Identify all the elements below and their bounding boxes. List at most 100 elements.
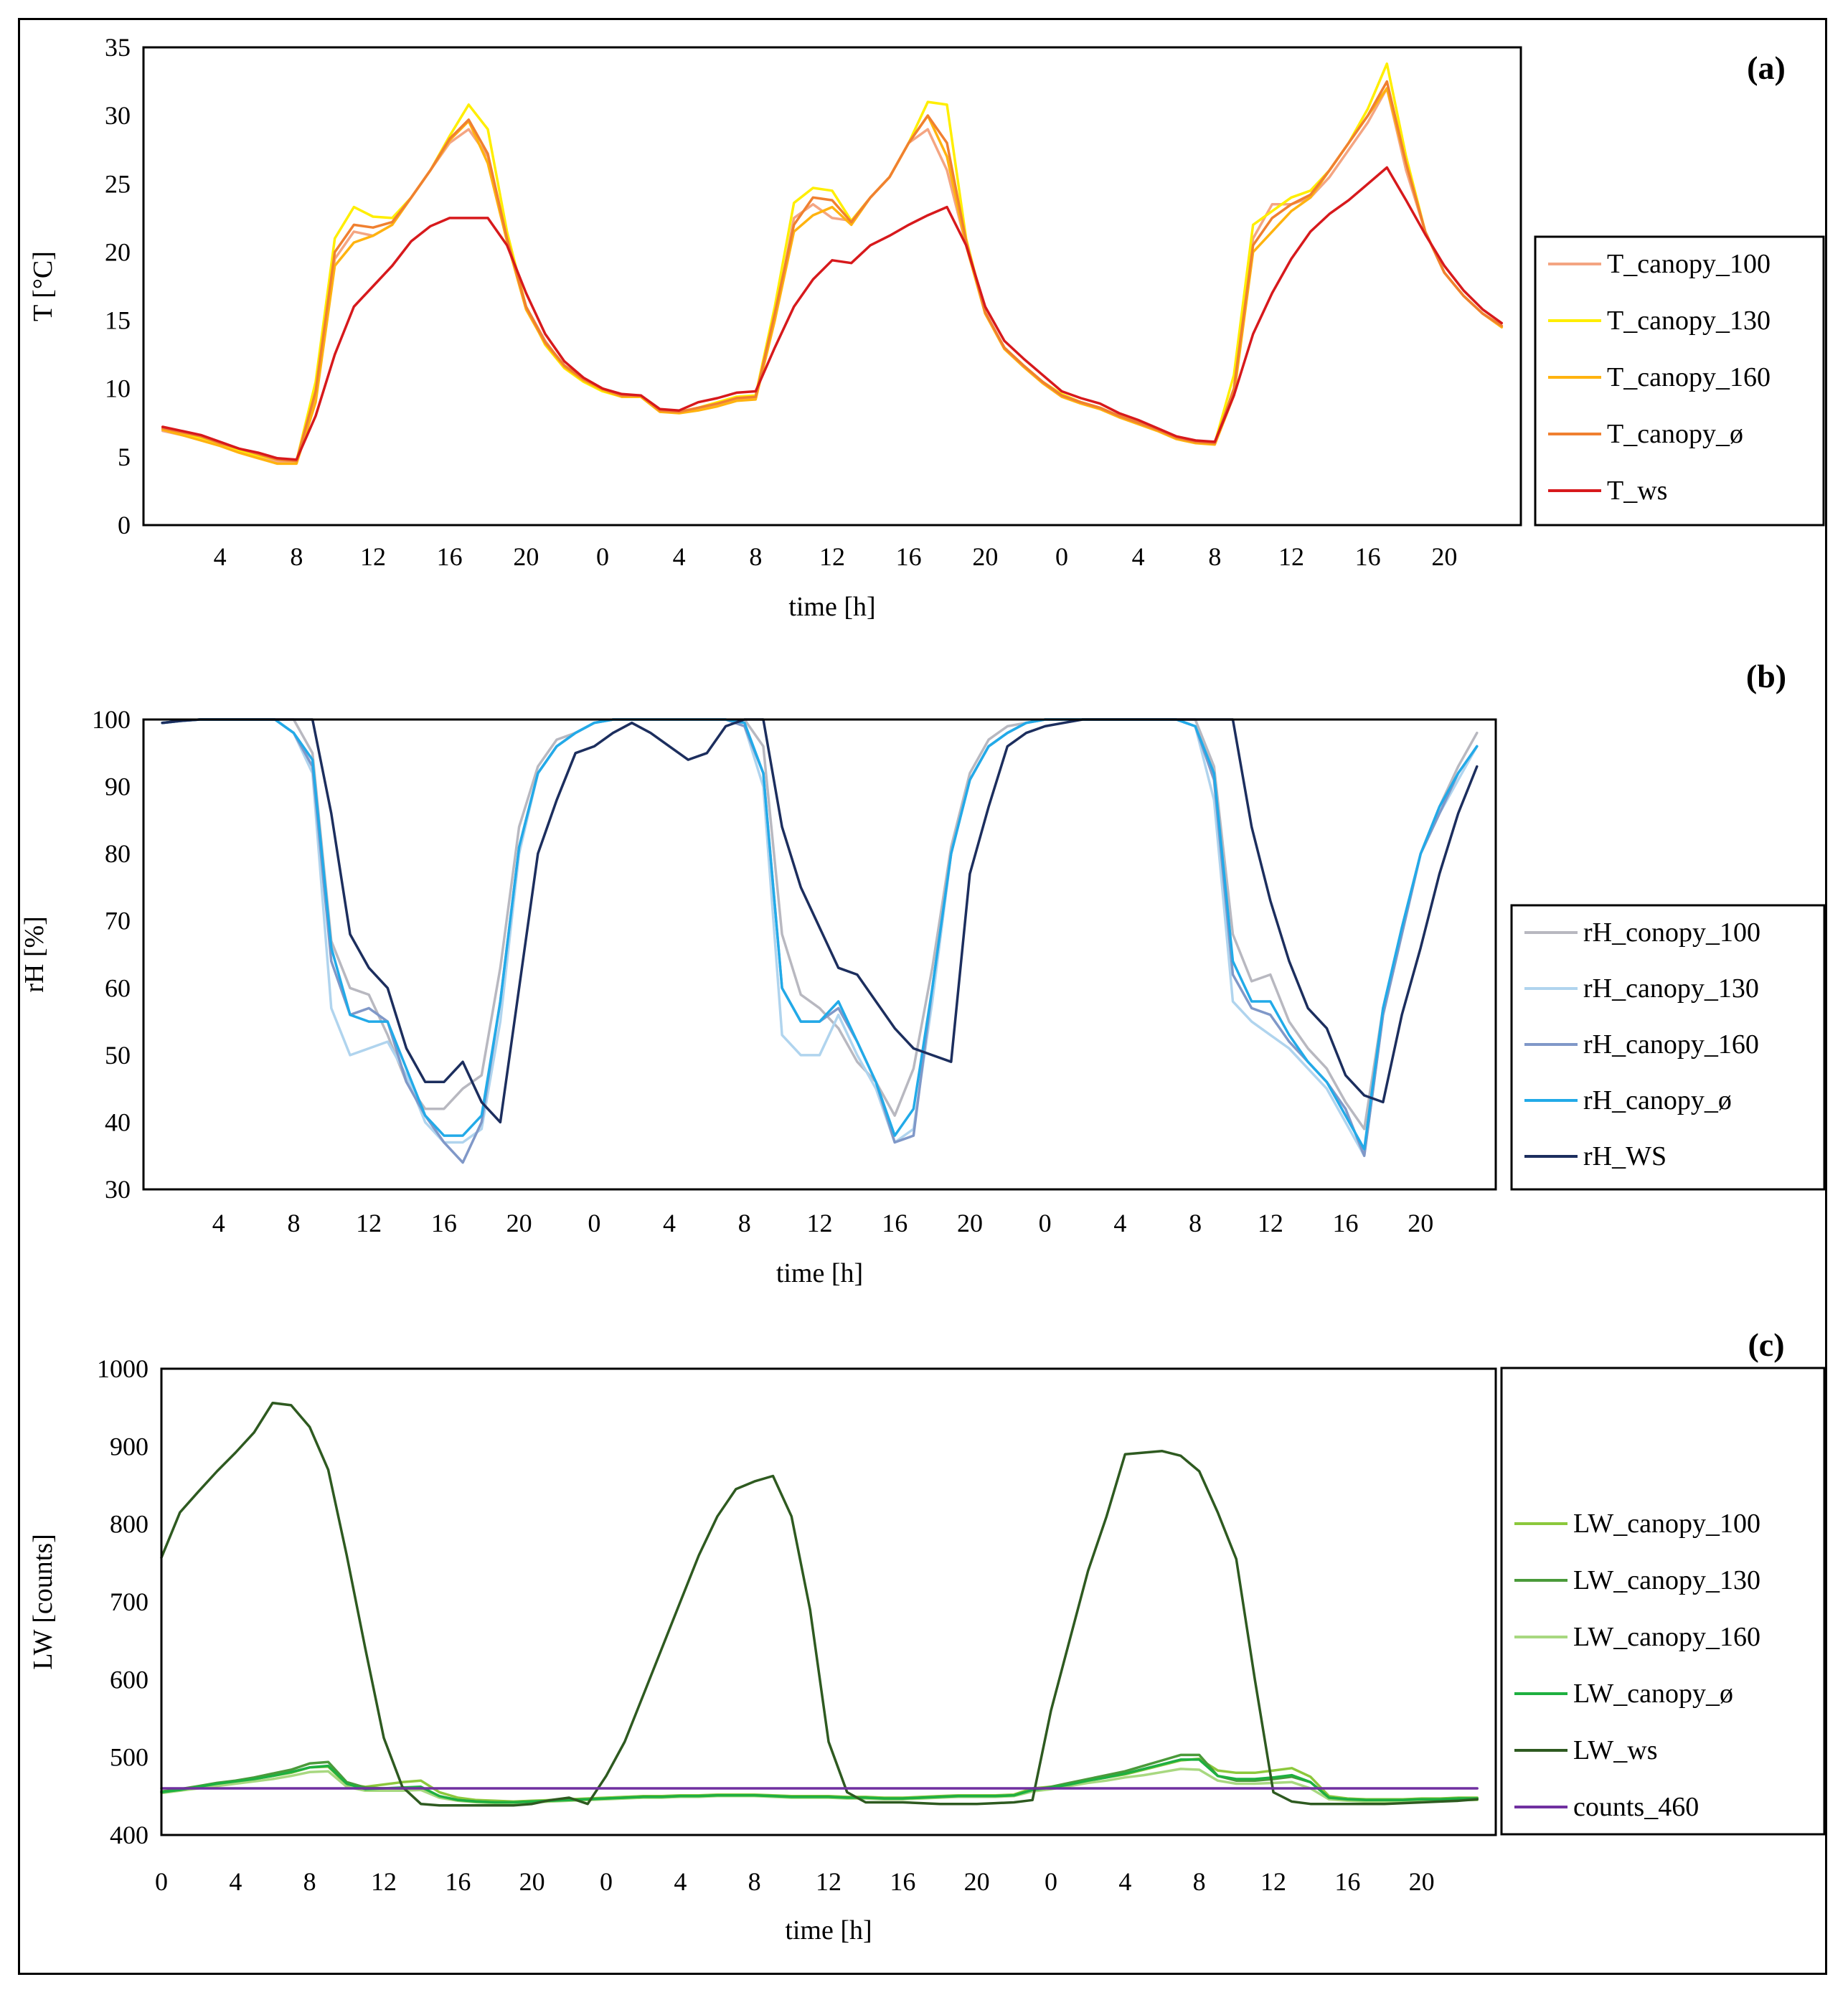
- series-line-4: [160, 1401, 1479, 1807]
- panel-label: (c): [1748, 1326, 1784, 1363]
- legend-label: LW_canopy_130: [1573, 1565, 1760, 1595]
- series-line-1: [161, 718, 1479, 1157]
- legend-label: T_canopy_160: [1607, 362, 1771, 392]
- x-tick-label: 4: [229, 1867, 242, 1896]
- x-tick-label: 12: [819, 542, 845, 571]
- series-line-2: [161, 718, 1479, 1164]
- plot-area: [160, 1367, 1497, 1836]
- y-tick-label: 700: [110, 1588, 148, 1616]
- chart-panel-b: 30 40 50 60 70 80 90 100 4 8 12 16 20 0 4 8 12 16 20 0 4 8 12 1…: [19, 658, 1826, 1288]
- legend-label: LW_canopy_100: [1573, 1509, 1760, 1539]
- y-tick-label: 20: [105, 237, 131, 266]
- series-line-0: [161, 87, 1504, 464]
- legend-label: rH_canopy_160: [1583, 1029, 1759, 1060]
- legend-label: rH_conopy_100: [1583, 917, 1760, 948]
- y-tick-label: 35: [105, 33, 131, 62]
- x-tick-label: 16: [1334, 1867, 1360, 1896]
- x-tick-label: 8: [1189, 1209, 1202, 1237]
- x-tick-label: 12: [371, 1867, 397, 1896]
- x-tick-label: 20: [519, 1867, 545, 1896]
- x-tick-label: 16: [890, 1867, 915, 1896]
- x-tick-label: 12: [356, 1209, 382, 1237]
- x-axis-title: time [h]: [776, 1258, 863, 1288]
- x-tick-label: 16: [882, 1209, 908, 1237]
- x-tick-label: 16: [431, 1209, 457, 1237]
- series-group: [161, 62, 1504, 466]
- legend-box: [1534, 235, 1825, 527]
- figure-frame: [18, 18, 1827, 1975]
- legend-label: LW_canopy_160: [1573, 1622, 1760, 1652]
- x-tick-label: 12: [807, 1209, 833, 1237]
- x-tick-label: 0: [1039, 1209, 1052, 1237]
- x-tick-label: 20: [964, 1867, 990, 1896]
- x-tick-label: 8: [748, 1867, 761, 1896]
- legend-box: [1510, 904, 1826, 1191]
- y-tick-label: 10: [105, 374, 131, 403]
- y-tick-label: 90: [105, 773, 131, 801]
- legend-box: [1500, 1367, 1826, 1836]
- x-tick-label: 0: [596, 542, 609, 571]
- x-tick-label: 4: [1118, 1867, 1131, 1896]
- x-tick-label: 20: [972, 542, 998, 571]
- series-line-1: [161, 62, 1504, 463]
- x-tick-label: 20: [513, 542, 539, 571]
- x-tick-label: 20: [1409, 1867, 1435, 1896]
- series-line-4: [161, 718, 1479, 1124]
- y-tick-label: 80: [105, 839, 131, 868]
- legend-label: T_canopy_ø: [1607, 419, 1743, 449]
- x-tick-label: 16: [1355, 542, 1381, 571]
- series-line-2: [161, 87, 1504, 466]
- x-tick-label: 8: [738, 1209, 751, 1237]
- y-tick-label: 900: [110, 1432, 148, 1461]
- x-tick-label: 0: [588, 1209, 600, 1237]
- y-tick-label: 500: [110, 1743, 148, 1772]
- y-axis-title: LW [counts]: [28, 1534, 58, 1670]
- y-tick-label: 30: [105, 101, 131, 130]
- x-tick-label: 0: [1055, 542, 1068, 571]
- panel-label: (a): [1747, 49, 1786, 86]
- x-tick-label: 8: [1193, 1867, 1206, 1896]
- legend-label: T_canopy_130: [1607, 306, 1771, 336]
- x-tick-label: 8: [1208, 542, 1221, 571]
- x-tick-label: 4: [663, 1209, 676, 1237]
- legend-label: T_canopy_100: [1607, 249, 1771, 279]
- y-tick-label: 15: [105, 306, 131, 335]
- x-tick-label: 20: [1408, 1209, 1433, 1237]
- legend-label: T_ws: [1607, 476, 1667, 506]
- x-tick-label: 4: [1132, 542, 1145, 571]
- x-tick-label: 16: [437, 542, 463, 571]
- x-axis-title: time [h]: [788, 592, 875, 622]
- series-line-3: [161, 80, 1504, 463]
- y-tick-label: 100: [92, 705, 131, 734]
- x-tick-label: 12: [1278, 542, 1304, 571]
- series-group: [160, 1401, 1479, 1807]
- y-tick-label: 25: [105, 169, 131, 198]
- x-tick-label: 8: [287, 1209, 300, 1237]
- x-tick-label: 0: [600, 1867, 613, 1896]
- legend-label: rH_WS: [1583, 1141, 1666, 1171]
- y-tick-label: 600: [110, 1665, 148, 1694]
- panel-label: (b): [1746, 658, 1786, 694]
- x-tick-label: 4: [214, 542, 227, 571]
- y-axis-title: rH [%]: [19, 916, 50, 993]
- y-tick-label: 1000: [97, 1354, 148, 1383]
- legend: LW_canopy_100 LW_canopy_130 LW_canopy_160 L…: [1500, 1367, 1826, 1836]
- legend-label: rH_canopy_ø: [1583, 1085, 1732, 1115]
- y-tick-label: 60: [105, 973, 131, 1002]
- x-tick-label: 12: [1258, 1209, 1283, 1237]
- x-tick-label: 8: [749, 542, 762, 571]
- plot-area: [142, 46, 1522, 527]
- x-tick-label: 12: [816, 1867, 842, 1896]
- y-tick-label: 400: [110, 1821, 148, 1849]
- chart-panel-c: 400 500 600 700 800 900 1000 0 4 8 12 16 20 0 4 8 12 16 20…: [28, 1326, 1826, 1945]
- series-line-4: [161, 166, 1504, 461]
- x-tick-label: 12: [1260, 1867, 1286, 1896]
- x-tick-label: 20: [1431, 542, 1457, 571]
- x-tick-label: 20: [957, 1209, 983, 1237]
- y-tick-label: 70: [105, 907, 131, 935]
- plot-area: [142, 718, 1497, 1191]
- x-axis-title: time [h]: [785, 1915, 872, 1945]
- x-tick-label: 12: [360, 542, 386, 571]
- x-tick-label: 8: [290, 542, 303, 571]
